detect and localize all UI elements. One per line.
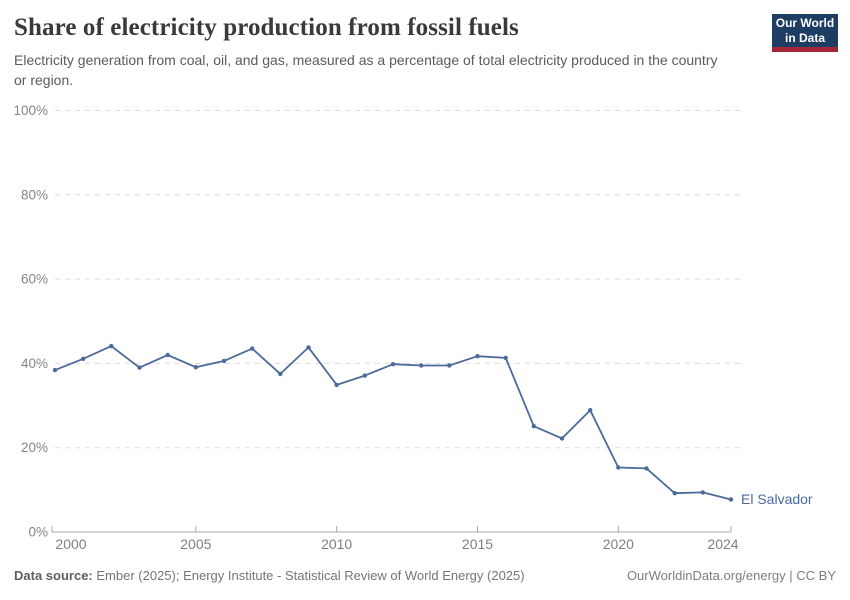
data-point-2022[interactable]	[672, 491, 677, 496]
data-source: Data source: Ember (2025); Energy Instit…	[14, 568, 525, 583]
data-point-2007[interactable]	[250, 346, 255, 351]
data-point-2013[interactable]	[419, 363, 424, 368]
data-point-2023[interactable]	[700, 490, 705, 495]
data-point-2016[interactable]	[503, 355, 508, 361]
y-axis-label-80: 80%	[21, 187, 48, 202]
y-axis-label-100: 100%	[13, 103, 48, 118]
page-title: Share of electricity production from fos…	[14, 14, 519, 41]
chart-footer: Data source: Ember (2025); Energy Instit…	[14, 568, 836, 583]
owid-logo-line1: Our World	[775, 15, 835, 30]
x-axis-label-2005: 2005	[180, 536, 211, 552]
x-axis-label-2024: 2024	[707, 536, 738, 552]
x-axis-label-2015: 2015	[462, 536, 493, 552]
y-axis-label-40: 40%	[21, 356, 48, 371]
data-point-2009[interactable]	[306, 345, 311, 350]
data-point-2010[interactable]	[334, 382, 339, 388]
license-note: OurWorldinData.org/energy | CC BY	[626, 568, 836, 583]
data-source-text: Ember (2025); Energy Institute - Statist…	[96, 568, 525, 583]
owid-logo[interactable]: Our World in Data	[772, 14, 838, 52]
data-point-2021[interactable]	[644, 466, 649, 471]
data-point-2000[interactable]	[52, 367, 58, 373]
data-point-2003[interactable]	[137, 365, 142, 370]
chart-subtitle: Electricity generation from coal, oil, a…	[14, 52, 718, 88]
data-point-2020[interactable]	[616, 465, 621, 470]
data-point-2012[interactable]	[390, 362, 396, 367]
data-point-2015[interactable]	[475, 354, 480, 359]
data-point-2019[interactable]	[588, 408, 593, 413]
data-point-2001[interactable]	[81, 356, 86, 361]
data-point-2002[interactable]	[109, 343, 114, 349]
series-end-label[interactable]: El Salvador	[741, 491, 813, 507]
x-axis-label-2000: 2000	[55, 536, 86, 552]
data-point-2018[interactable]	[559, 436, 565, 441]
y-axis-label-0: 0%	[28, 525, 48, 540]
data-point-2005[interactable]	[193, 365, 198, 370]
owid-logo-line2: in Data	[784, 30, 825, 45]
data-point-2008[interactable]	[278, 371, 283, 377]
y-axis-label-60: 60%	[21, 272, 48, 287]
data-point-2004[interactable]	[165, 352, 170, 358]
data-point-2017[interactable]	[531, 424, 536, 429]
data-point-2011[interactable]	[362, 373, 367, 378]
data-point-2014[interactable]	[447, 363, 452, 368]
series-line-el-salvador[interactable]	[54, 345, 732, 501]
x-axis-label-2020: 2020	[603, 536, 634, 552]
x-axis-label-2010: 2010	[321, 536, 352, 552]
data-point-2006[interactable]	[221, 358, 227, 364]
y-axis-label-20: 20%	[21, 440, 48, 455]
data-source-label: Data source:	[14, 568, 93, 583]
data-point-2024[interactable]	[728, 497, 734, 502]
